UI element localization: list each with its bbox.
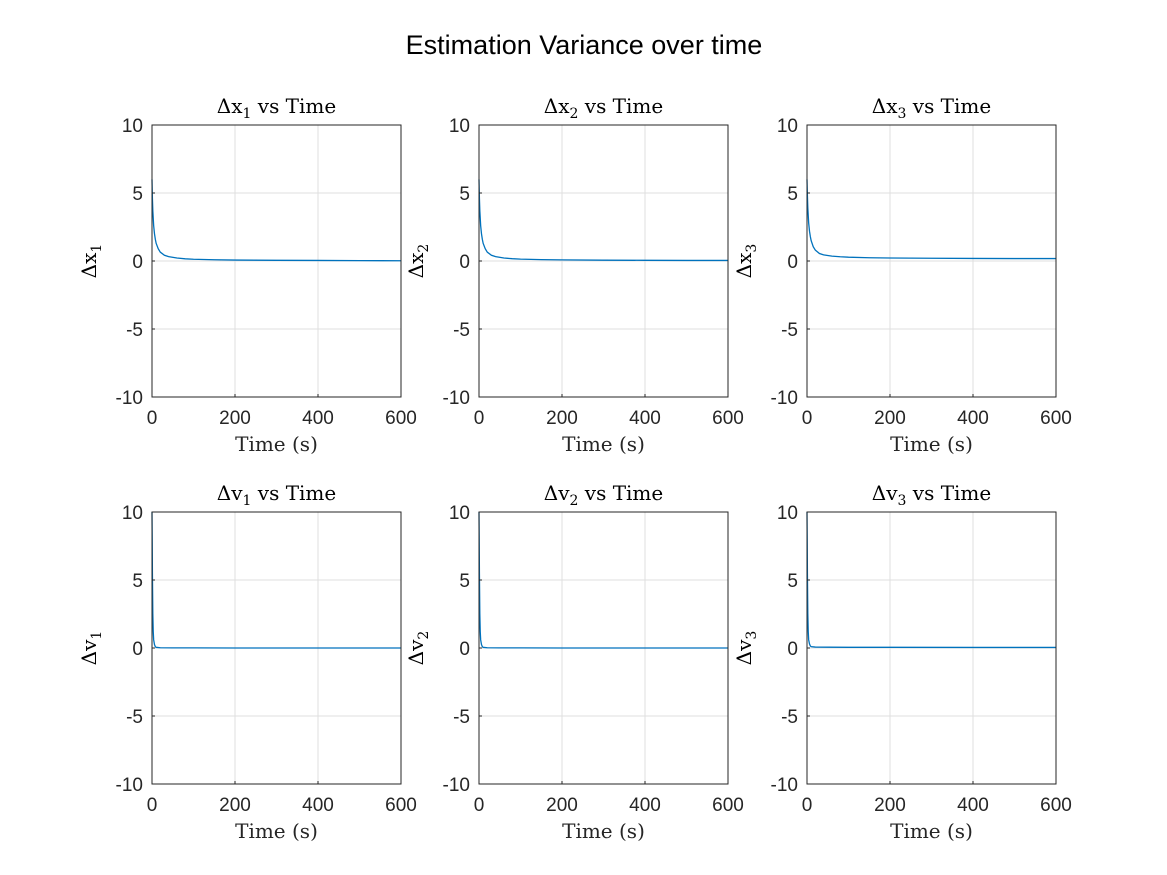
x-tick-label: 600: [385, 408, 417, 429]
x-tick-label: 600: [712, 408, 744, 429]
y-tick-label: 10: [777, 503, 798, 524]
y-tick-label: -5: [453, 320, 470, 341]
x-tick-label: 400: [302, 795, 334, 816]
x-tick-label: 400: [629, 408, 661, 429]
subplot-1: 0 200 400 600 -10 -5 0 5 10 Time (s) Δx1 vs Time Δx…: [77, 94, 417, 456]
x-tick-label: 400: [957, 408, 989, 429]
y-tick-label: 0: [132, 639, 143, 660]
subplot-title: Δv1 vs Time: [217, 481, 337, 509]
y-tick-label: 5: [459, 184, 470, 205]
subplot-5: 0 200 400 600 -10 -5 0 5 10 Time (s) Δv2 vs Time Δv…: [404, 481, 744, 843]
subplot-2: 0 200 400 600 -10 -5 0 5 10 Time (s) Δx2 vs Time Δx…: [404, 94, 744, 456]
x-tick-label: 0: [474, 795, 485, 816]
y-tick-label: -5: [453, 707, 470, 728]
subplot-3: 0 200 400 600 -10 -5 0 5 10 Time (s) Δx3 vs Time Δx…: [732, 94, 1072, 456]
y-tick-label: 10: [122, 116, 143, 137]
x-tick-label: 400: [302, 408, 334, 429]
x-tick-label: 400: [629, 795, 661, 816]
subplot-4: 0 200 400 600 -10 -5 0 5 10 Time (s) Δv1 vs Time Δv…: [77, 481, 417, 843]
y-tick-label: 0: [132, 252, 143, 273]
x-tick-label: 400: [957, 795, 989, 816]
y-axis-label: Δv3: [732, 631, 760, 666]
subplot-title: Δv3 vs Time: [872, 481, 992, 509]
x-axis-label: Time (s): [235, 432, 318, 456]
y-tick-label: 5: [787, 571, 798, 592]
x-axis-label: Time (s): [890, 432, 973, 456]
x-axis-label: Time (s): [890, 819, 973, 843]
y-axis-label: Δx3: [732, 244, 760, 279]
x-tick-label: 0: [147, 795, 158, 816]
y-tick-label: 0: [459, 252, 470, 273]
subplot-title: Δv2 vs Time: [544, 481, 664, 509]
y-axis-label: Δv2: [404, 631, 432, 666]
x-tick-label: 200: [546, 795, 578, 816]
x-tick-label: 200: [219, 408, 251, 429]
x-tick-label: 200: [546, 408, 578, 429]
y-tick-label: -10: [771, 388, 798, 409]
x-axis-label: Time (s): [562, 432, 645, 456]
y-axis-label: Δv1: [77, 631, 105, 666]
x-axis-label: Time (s): [562, 819, 645, 843]
subplot-title: Δx2 vs Time: [544, 94, 663, 122]
x-tick-label: 0: [802, 795, 813, 816]
y-axis-label: Δx2: [404, 244, 432, 279]
y-tick-label: 10: [449, 116, 470, 137]
y-tick-label: 0: [459, 639, 470, 660]
series-line: [806, 179, 1056, 260]
y-tick-label: -10: [116, 388, 143, 409]
y-tick-label: 5: [132, 184, 143, 205]
y-tick-label: 10: [777, 116, 798, 137]
x-tick-label: 200: [874, 795, 906, 816]
subplot-title: Δx1 vs Time: [217, 94, 336, 122]
series-line: [478, 179, 728, 262]
x-tick-label: 200: [874, 408, 906, 429]
y-tick-label: -10: [116, 775, 143, 796]
x-tick-label: 200: [219, 795, 251, 816]
x-tick-label: 0: [802, 408, 813, 429]
series-line: [151, 179, 402, 262]
x-tick-label: 0: [474, 408, 485, 429]
subplot-grid: 0 200 400 600 -10 -5 0 5 10 Time (s) Δx1 vs Time Δx…: [77, 94, 1072, 843]
y-tick-label: 5: [132, 571, 143, 592]
y-tick-label: 10: [449, 503, 470, 524]
subplot-title: Δx3 vs Time: [872, 94, 991, 122]
series-line: [806, 511, 1056, 649]
subplot-6: 0 200 400 600 -10 -5 0 5 10 Time (s) Δv3 vs Time Δv…: [732, 481, 1072, 843]
x-tick-label: 600: [1040, 408, 1072, 429]
y-tick-label: -10: [771, 775, 798, 796]
series-line: [478, 511, 728, 649]
y-tick-label: -10: [443, 388, 470, 409]
series-line: [151, 511, 401, 649]
y-tick-label: -5: [126, 320, 143, 341]
y-tick-label: 0: [787, 639, 798, 660]
y-tick-label: -5: [781, 320, 798, 341]
x-tick-label: 600: [712, 795, 744, 816]
figure-suptitle: Estimation Variance over time: [406, 30, 763, 60]
x-tick-label: 600: [385, 795, 417, 816]
y-axis-label: Δx1: [77, 244, 105, 279]
y-tick-label: 5: [459, 571, 470, 592]
y-tick-label: 10: [122, 503, 143, 524]
y-tick-label: -5: [126, 707, 143, 728]
x-axis-label: Time (s): [235, 819, 318, 843]
x-tick-label: 0: [147, 408, 158, 429]
y-tick-label: 0: [787, 252, 798, 273]
y-tick-label: 5: [787, 184, 798, 205]
y-tick-label: -5: [781, 707, 798, 728]
x-tick-label: 600: [1040, 795, 1072, 816]
y-tick-label: -10: [443, 775, 470, 796]
